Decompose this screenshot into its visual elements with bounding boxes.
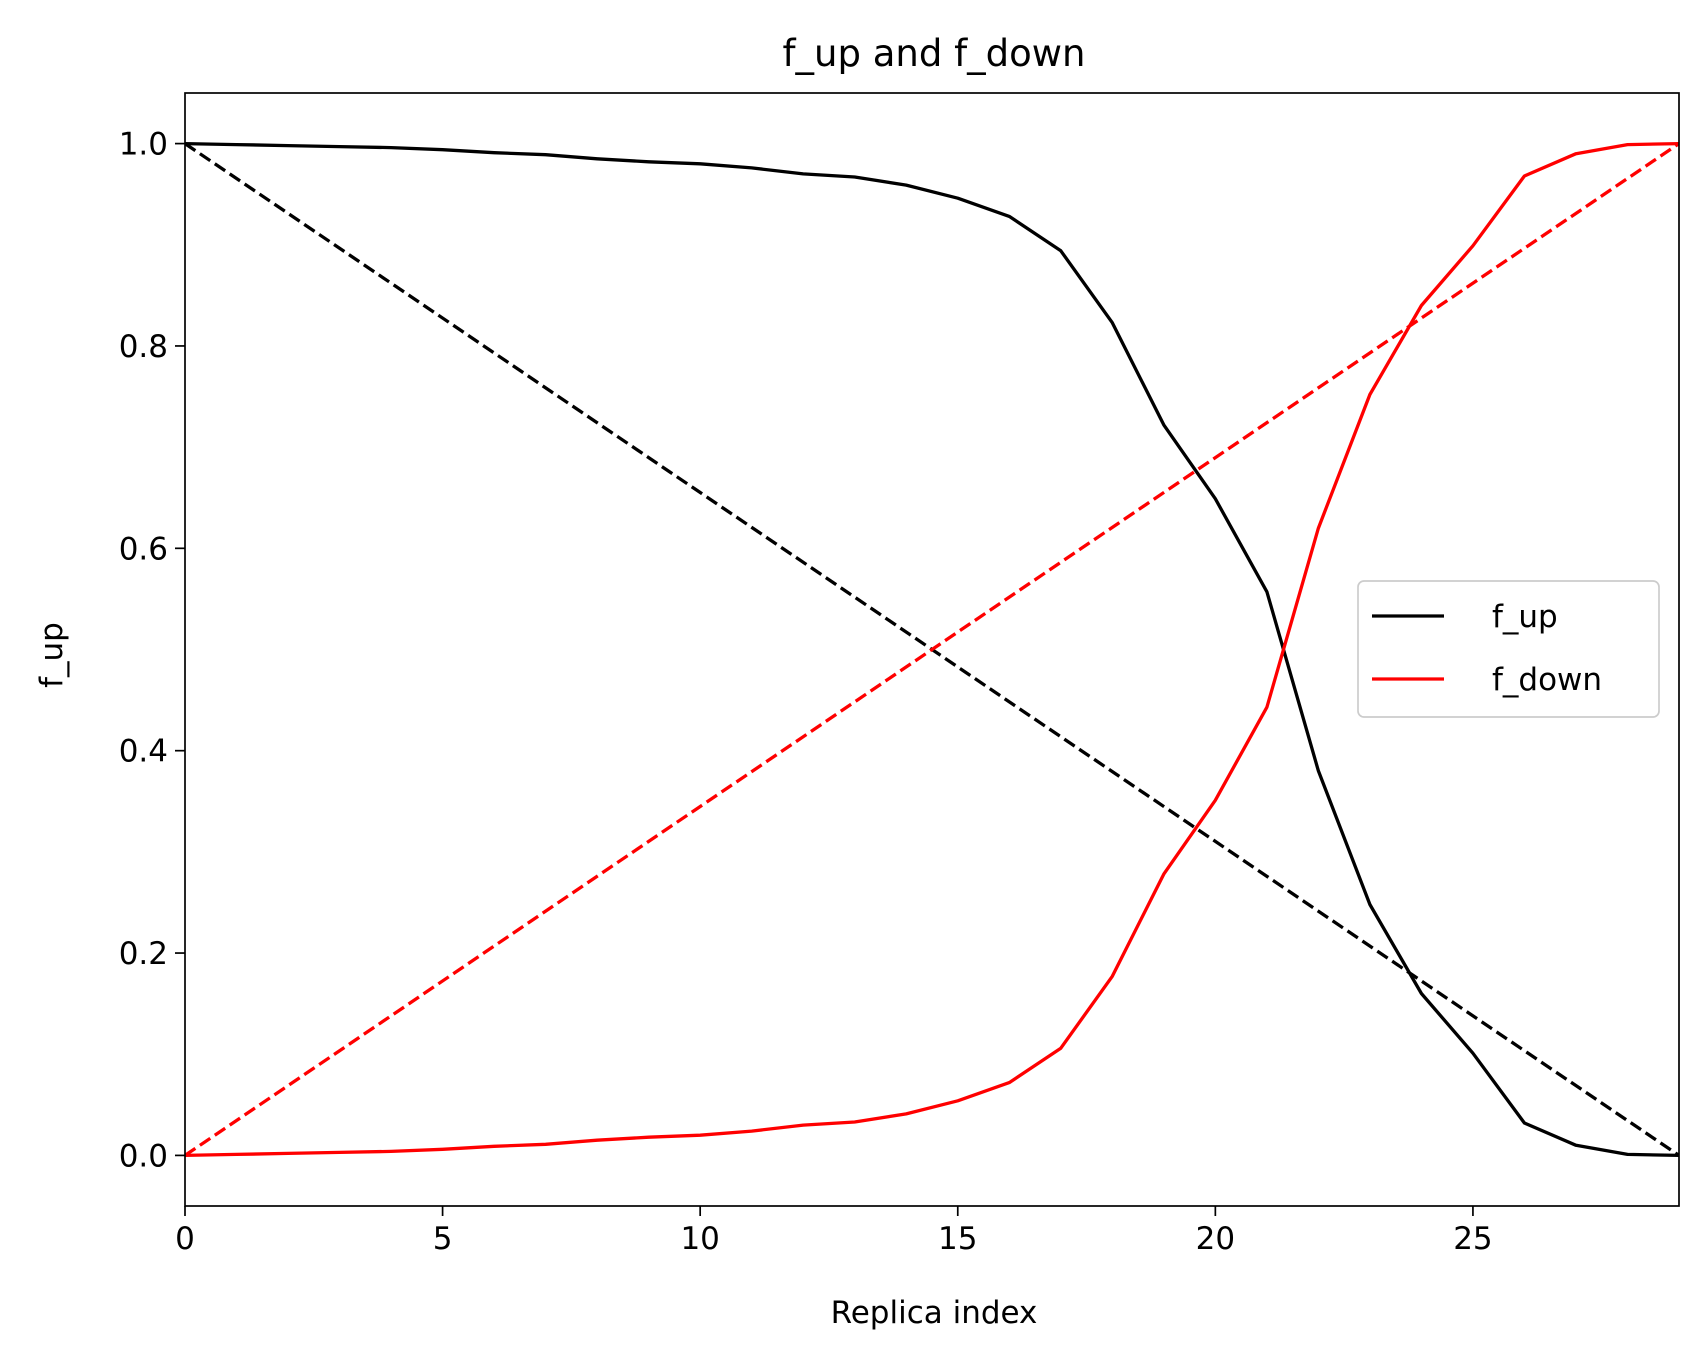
x-tick-label: 10 <box>680 1221 719 1257</box>
y-tick-label: 0.4 <box>119 734 168 770</box>
y-axis-label: f_up <box>34 622 70 688</box>
x-axis-label: Replica index <box>831 1295 1038 1331</box>
y-tick-label: 0.2 <box>119 936 168 972</box>
x-tick-label: 15 <box>938 1221 977 1257</box>
legend: f_up f_down <box>1357 580 1660 718</box>
axes-frame <box>184 92 1680 1207</box>
x-tick-label: 20 <box>1196 1221 1235 1257</box>
x-tick-label: 25 <box>1453 1221 1492 1257</box>
y-tick-label: 0.0 <box>119 1138 168 1174</box>
reference-line-2 <box>185 142 1679 1157</box>
series-line-f-down <box>185 141 1679 1158</box>
legend-label-f-down: f_down <box>1492 662 1602 698</box>
x-tick-label: 0 <box>175 1221 195 1257</box>
chart-title: f_up and f_down <box>783 32 1086 75</box>
y-tick-label: 0.6 <box>119 531 168 567</box>
y-tick-label: 1.0 <box>119 127 168 163</box>
series-line-f-up <box>185 141 1679 1158</box>
y-tick-label: 0.8 <box>119 329 168 365</box>
x-tick-label: 5 <box>433 1221 453 1257</box>
legend-label-f-up: f_up <box>1492 599 1558 635</box>
axis-ticks: 0 5 10 15 20 25 0.0 0.2 0.4 0.6 0.8 1.0 <box>119 127 1493 1257</box>
plot-area <box>184 92 1680 1207</box>
